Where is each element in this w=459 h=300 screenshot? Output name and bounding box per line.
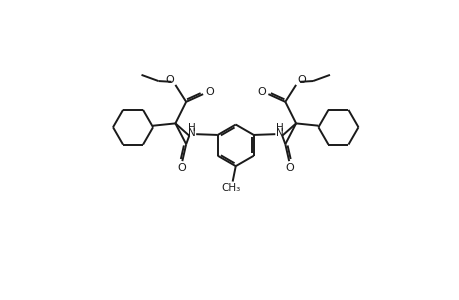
Text: O: O [204, 87, 213, 97]
Text: O: O [177, 163, 185, 173]
Text: H: H [187, 123, 195, 133]
Text: CH₃: CH₃ [221, 183, 240, 193]
Text: N: N [275, 128, 283, 138]
Text: O: O [165, 74, 174, 85]
Text: H: H [275, 123, 283, 133]
Text: O: O [297, 74, 305, 85]
Text: N: N [187, 128, 195, 138]
Text: O: O [257, 87, 266, 97]
Text: O: O [285, 163, 294, 173]
